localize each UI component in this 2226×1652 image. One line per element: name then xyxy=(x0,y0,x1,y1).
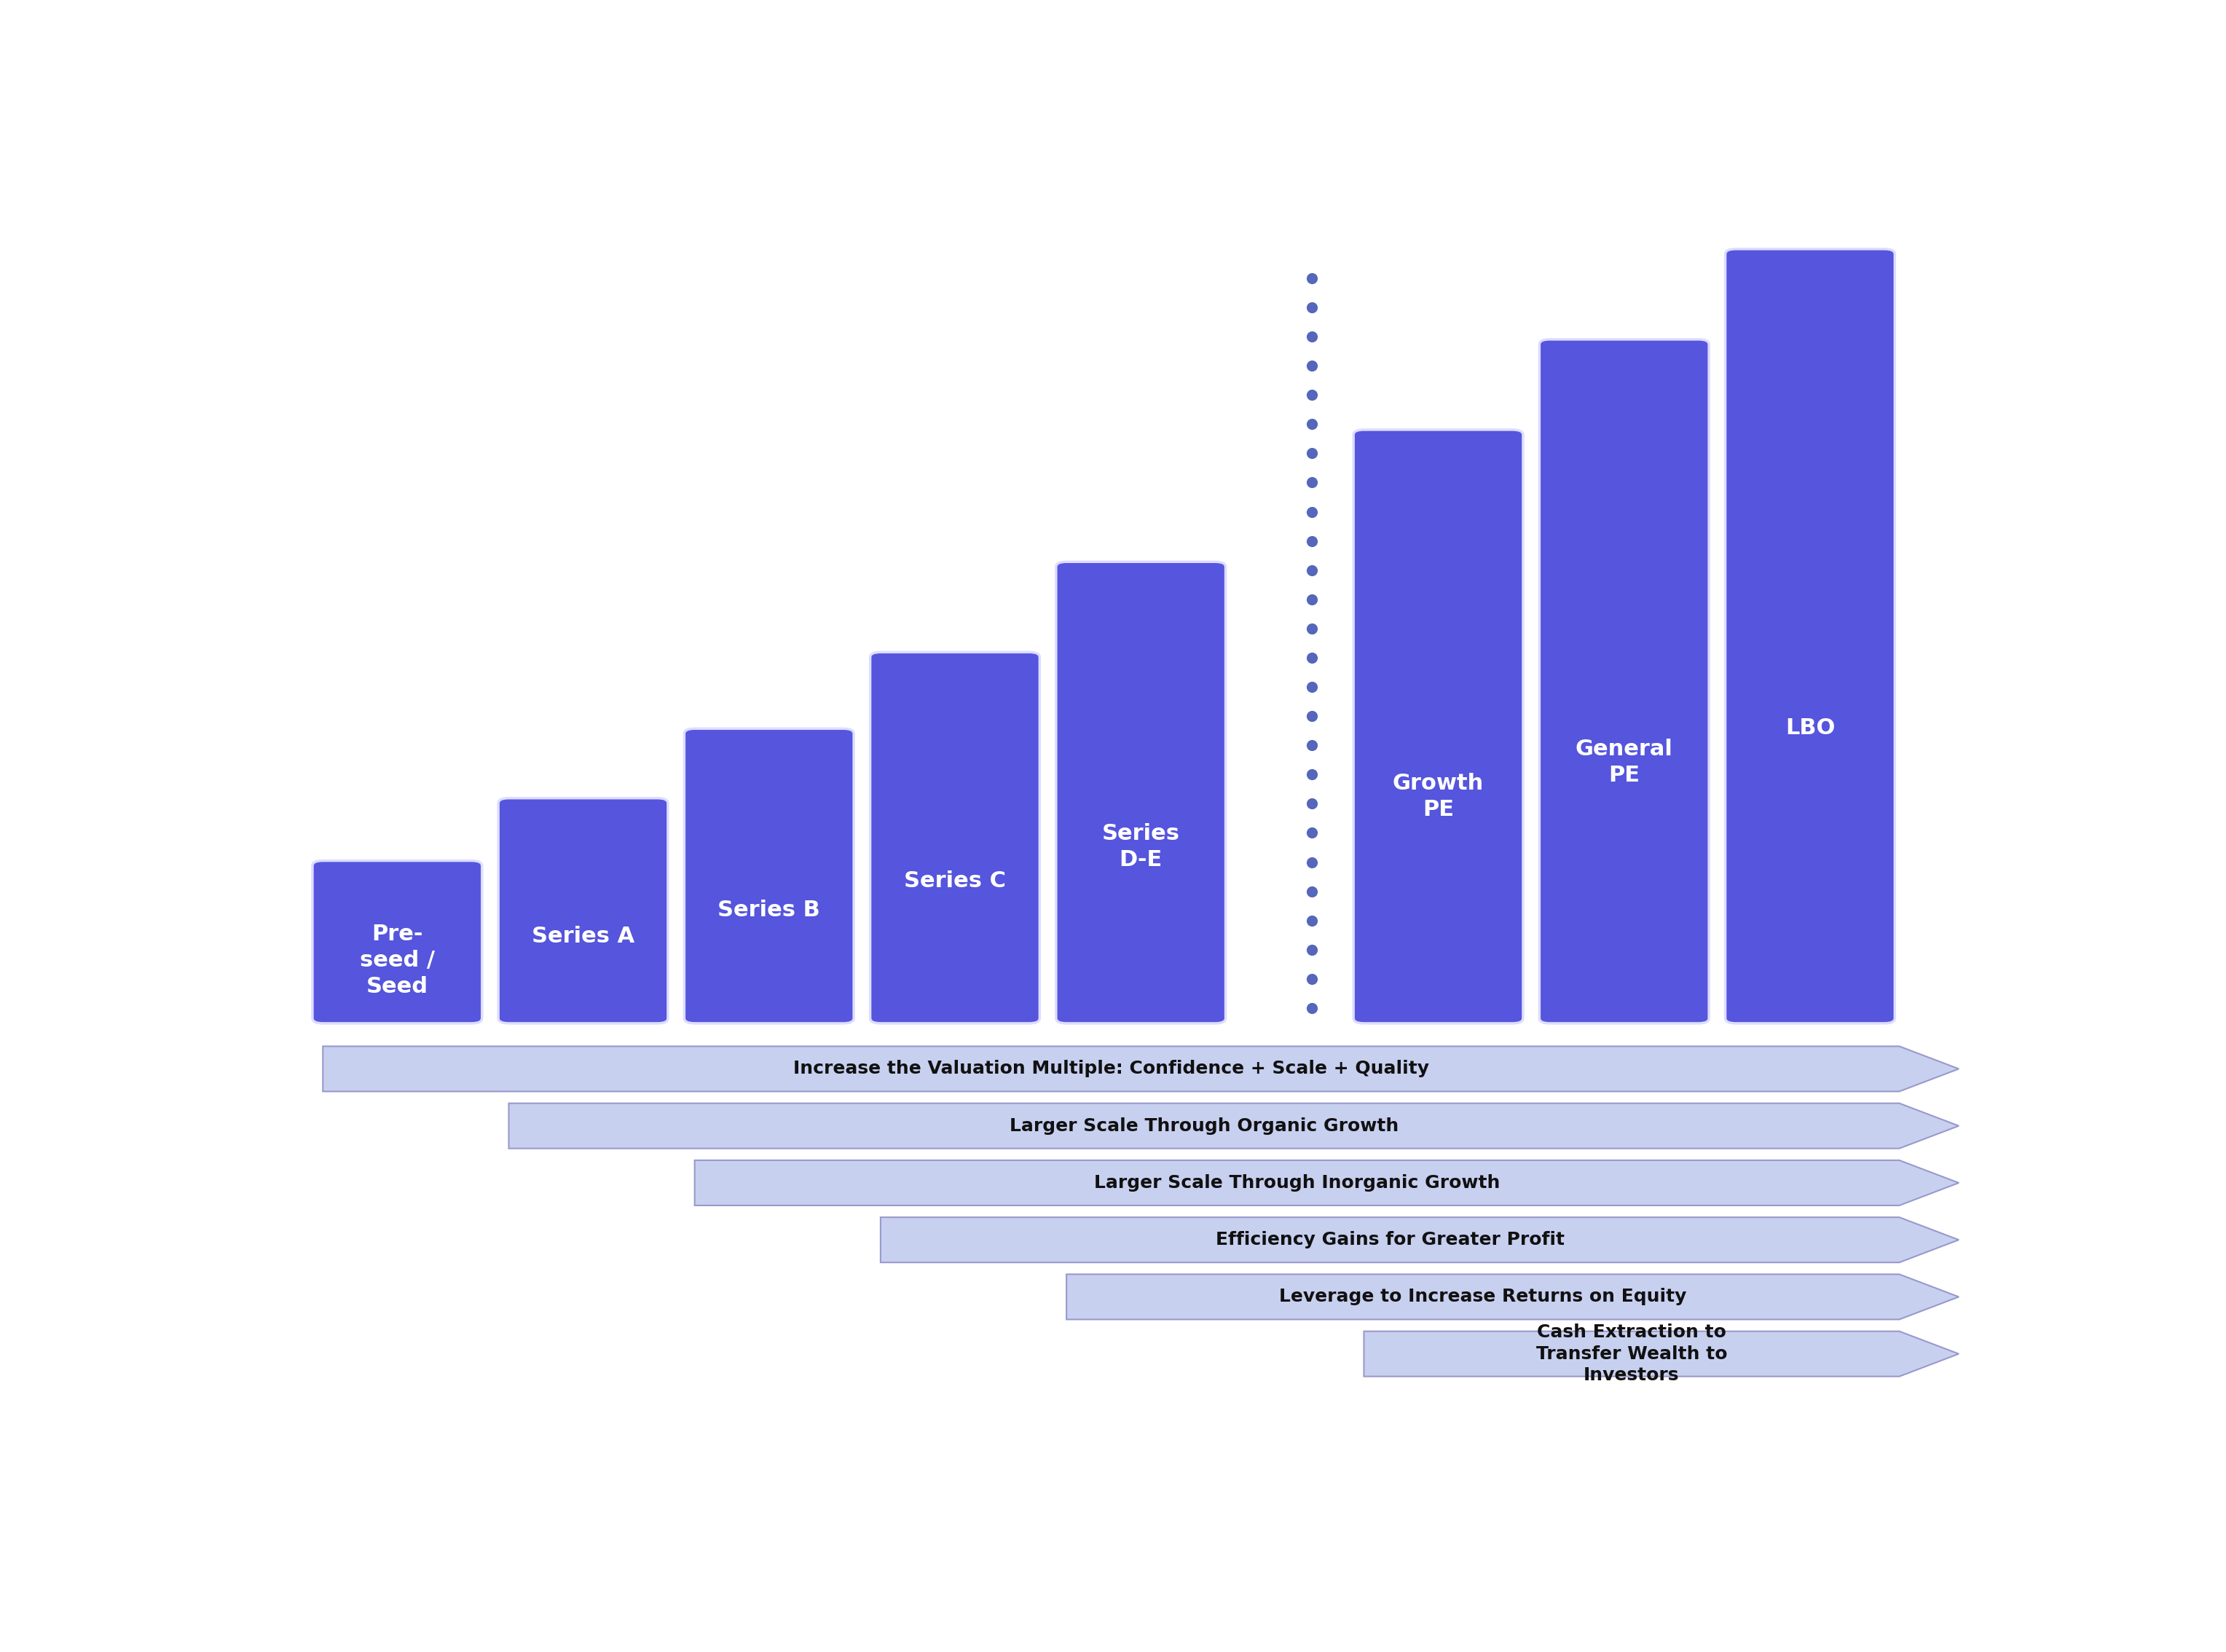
FancyBboxPatch shape xyxy=(1725,249,1894,1023)
Text: Pre-
seed /
Seed: Pre- seed / Seed xyxy=(361,923,434,998)
Text: Series B: Series B xyxy=(717,900,821,920)
Point xyxy=(1293,439,1329,466)
Polygon shape xyxy=(510,1104,1959,1148)
Point xyxy=(1293,352,1329,378)
Text: LBO: LBO xyxy=(1785,717,1834,738)
Point xyxy=(1293,469,1329,496)
Point xyxy=(1293,849,1329,876)
Point xyxy=(1293,586,1329,613)
Text: Efficiency Gains for Greater Profit: Efficiency Gains for Greater Profit xyxy=(1215,1231,1565,1249)
Point xyxy=(1293,557,1329,583)
Text: Larger Scale Through Organic Growth: Larger Scale Through Organic Growth xyxy=(1008,1117,1398,1135)
Text: Growth
PE: Growth PE xyxy=(1393,773,1485,821)
Point xyxy=(1293,907,1329,933)
FancyBboxPatch shape xyxy=(870,653,1040,1023)
Polygon shape xyxy=(1066,1274,1959,1320)
Text: Series A: Series A xyxy=(532,927,634,947)
Point xyxy=(1293,644,1329,671)
Text: Increase the Valuation Multiple: Confidence + Scale + Quality: Increase the Valuation Multiple: Confide… xyxy=(792,1061,1429,1077)
Point xyxy=(1293,995,1329,1021)
Text: Series C: Series C xyxy=(904,871,1006,892)
Point xyxy=(1293,264,1329,291)
Point xyxy=(1293,324,1329,350)
Text: Cash Extraction to
Transfer Wealth to
Investors: Cash Extraction to Transfer Wealth to In… xyxy=(1536,1323,1727,1384)
Polygon shape xyxy=(1365,1332,1959,1376)
Point xyxy=(1293,527,1329,553)
Text: Series
D-E: Series D-E xyxy=(1102,823,1180,871)
Text: Leverage to Increase Returns on Equity: Leverage to Increase Returns on Equity xyxy=(1280,1289,1687,1305)
FancyBboxPatch shape xyxy=(499,798,668,1023)
FancyBboxPatch shape xyxy=(312,861,483,1023)
Point xyxy=(1293,382,1329,408)
Point xyxy=(1293,879,1329,905)
Polygon shape xyxy=(695,1160,1959,1206)
Text: General
PE: General PE xyxy=(1576,738,1674,786)
Point xyxy=(1293,615,1329,641)
Point xyxy=(1293,819,1329,846)
Polygon shape xyxy=(323,1046,1959,1092)
Polygon shape xyxy=(881,1218,1959,1262)
Point xyxy=(1293,499,1329,525)
Point xyxy=(1293,732,1329,758)
Point xyxy=(1293,790,1329,816)
Point xyxy=(1293,702,1329,729)
Point xyxy=(1293,762,1329,788)
FancyBboxPatch shape xyxy=(683,729,855,1023)
Point xyxy=(1293,294,1329,320)
FancyBboxPatch shape xyxy=(1055,562,1227,1023)
FancyBboxPatch shape xyxy=(1540,339,1710,1023)
Point xyxy=(1293,674,1329,700)
Point xyxy=(1293,966,1329,993)
Text: Larger Scale Through Inorganic Growth: Larger Scale Through Inorganic Growth xyxy=(1093,1175,1500,1191)
FancyBboxPatch shape xyxy=(1353,430,1523,1023)
Point xyxy=(1293,937,1329,963)
Point xyxy=(1293,411,1329,438)
